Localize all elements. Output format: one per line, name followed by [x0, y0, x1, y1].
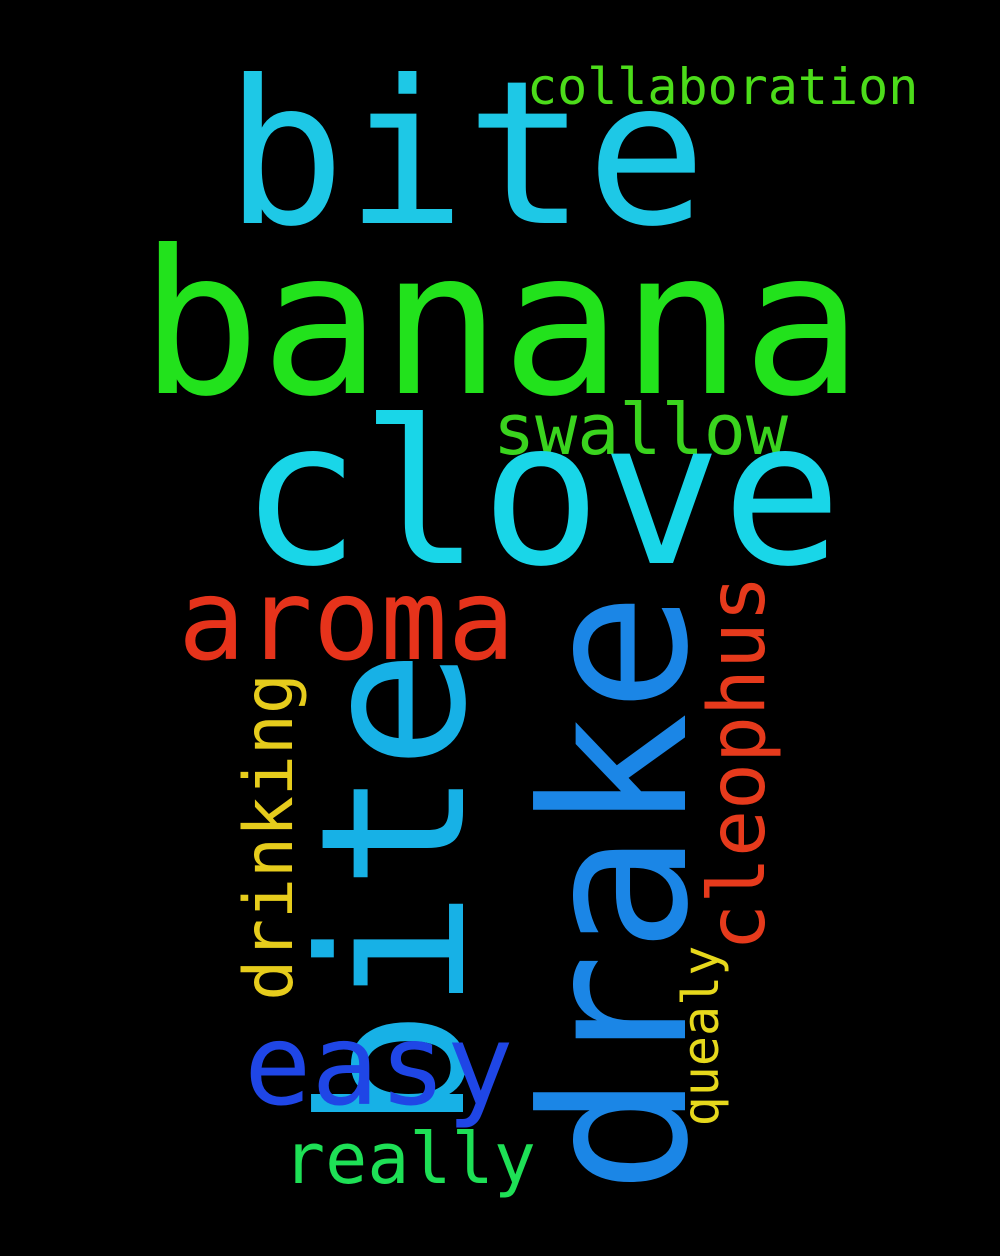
- word-swallow: swallow: [493, 389, 789, 471]
- word-quealy: quealy: [672, 946, 882, 1127]
- word-clove: clove: [240, 378, 843, 611]
- word-quealy-text: quealy: [672, 945, 730, 1127]
- word-cleophus-text: cleophus: [693, 575, 783, 951]
- word-drinking-text: drinking: [230, 673, 309, 1001]
- word-cleophus: cleophus: [693, 575, 1000, 951]
- word-banana: banana: [140, 208, 863, 441]
- word-aroma: aroma: [178, 556, 516, 686]
- word-easy: easy: [244, 1001, 514, 1131]
- word-bite: bite: [225, 38, 707, 271]
- word-collaboration: collaboration: [527, 58, 919, 116]
- word-really: really: [283, 1118, 536, 1200]
- word-drinking: drinking: [230, 673, 598, 1001]
